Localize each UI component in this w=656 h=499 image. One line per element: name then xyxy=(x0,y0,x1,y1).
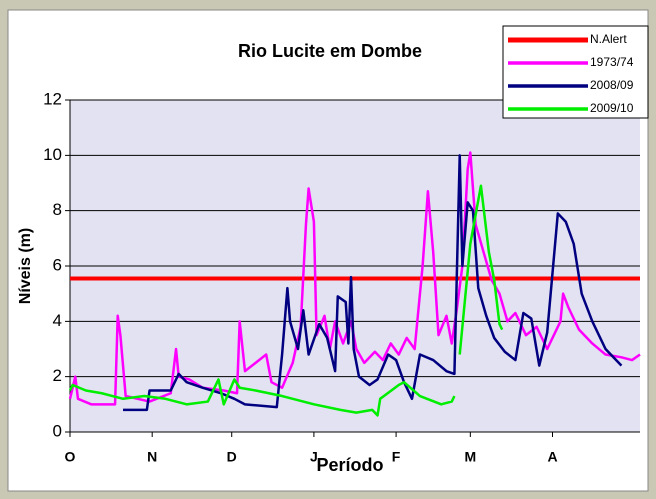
series-line xyxy=(123,154,623,412)
x-tick-label: J xyxy=(310,449,318,465)
y-tick-label: 2 xyxy=(53,366,62,385)
x-tick-label: N xyxy=(147,449,157,465)
y-tick-label: 0 xyxy=(53,421,62,440)
series-line xyxy=(68,184,504,417)
y-tick-label: 12 xyxy=(43,89,62,108)
y-tick-label: 4 xyxy=(53,311,62,330)
y-tick-label: 6 xyxy=(53,255,62,274)
legend-label: 1973/74 xyxy=(590,55,634,69)
legend-label: 2008/09 xyxy=(590,78,634,92)
y-tick-label: 8 xyxy=(53,200,62,219)
chart-title: Rio Lucite em Dombe xyxy=(238,41,422,61)
y-axis-label: Níveis (m) xyxy=(17,228,34,304)
x-axis-label: Período xyxy=(316,455,383,475)
x-tick-label: A xyxy=(547,449,557,465)
y-tick-label: 10 xyxy=(43,145,62,164)
x-tick-label: O xyxy=(65,449,76,465)
x-tick-label: F xyxy=(392,449,401,465)
x-tick-label: D xyxy=(227,449,237,465)
legend-label: N.Alert xyxy=(590,32,627,46)
x-tick-label: M xyxy=(464,449,476,465)
legend-label: 2009/10 xyxy=(590,101,634,115)
